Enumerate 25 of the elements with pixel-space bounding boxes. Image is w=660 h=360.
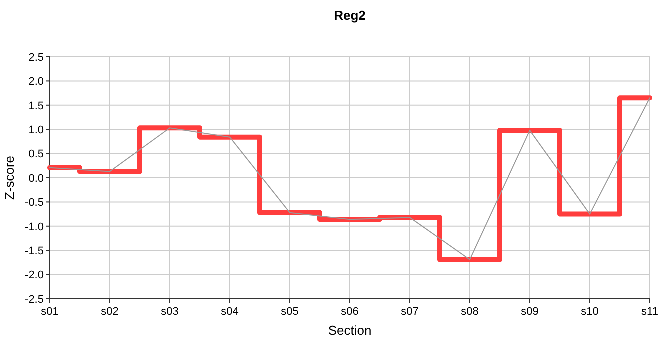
y-tick-label: -0.5 [25,197,44,210]
y-tick-label: -1.0 [25,221,44,234]
x-tick-label: s01 [41,306,59,318]
x-tick-label: s05 [281,306,299,318]
chart-title: Reg2 [334,8,366,23]
y-tick-label: 2.5 [28,52,44,64]
x-tick-label: s02 [101,306,119,318]
y-tick-label: 0.0 [28,172,44,185]
x-axis-title: Section [328,323,372,338]
x-tick-label: s10 [581,306,599,318]
x-tick-label: s11 [642,306,658,318]
y-tick-label: -2.5 [25,294,44,306]
y-tick-label: -1.5 [25,245,44,258]
x-tick-label: s09 [521,306,539,318]
y-tick-label: 1.5 [28,100,44,112]
x-tick-label: s07 [401,306,419,318]
y-tick-label: 2.0 [28,76,44,88]
x-tick-label: s06 [341,306,359,318]
y-tick-label: -2.0 [25,270,44,282]
y-axis-title: Z-score [2,156,17,200]
x-tick-label: s04 [221,306,239,318]
y-tick-label: 0.5 [28,148,44,161]
y-tick-label: 1.0 [28,124,44,136]
x-tick-label: s03 [161,306,179,318]
x-tick-label: s08 [461,306,479,318]
